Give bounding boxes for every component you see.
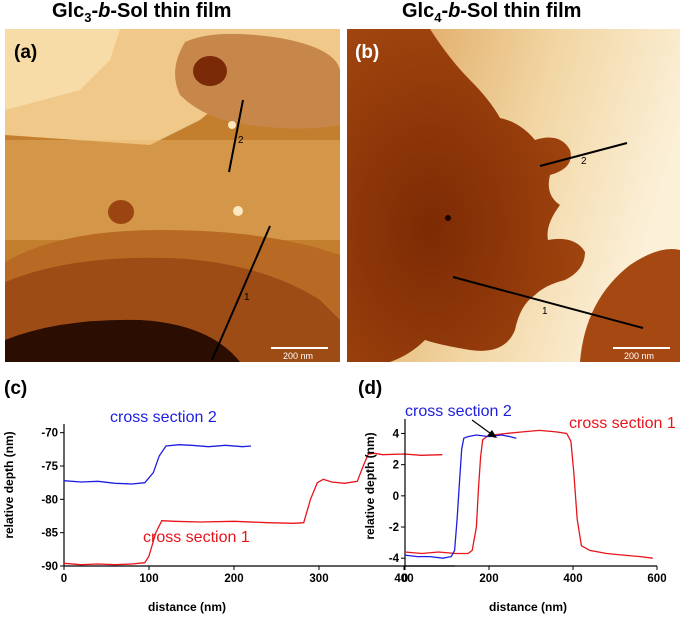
chart-c-ylabel: relative depth (nm)	[2, 431, 16, 538]
afm-a-line-label-2: 2	[238, 135, 244, 146]
afm-a-cross-section-line-2	[228, 99, 244, 173]
chart-d-y-tick-label: 0	[393, 491, 399, 503]
afm-b-line-label-2: 2	[581, 156, 587, 167]
chart-d-xlabel: distance (nm)	[489, 600, 567, 614]
chart-d-series-line-2	[404, 434, 517, 559]
afm-a-hole	[193, 56, 227, 86]
panel-letter-b: (b)	[355, 42, 379, 63]
chart-d-series-line-1	[404, 429, 653, 559]
chart-c-y-tick-label: -80	[41, 494, 58, 506]
afm-b-corner-domain	[580, 249, 680, 362]
afm-a-mid-terrace	[5, 140, 340, 240]
chart-c-axes: 0 100 200 300 400-70-75-80-85-90	[41, 424, 455, 585]
afm-a-scalebar-label: 200 nm	[283, 351, 313, 361]
afm-a-particle	[233, 206, 243, 216]
afm-a-deep-pit	[5, 319, 240, 362]
afm-a-pit	[108, 200, 134, 224]
chart-d-series	[404, 429, 653, 559]
panel-letter-a: (a)	[14, 42, 37, 63]
chart-c-series-line-1	[63, 452, 443, 566]
chart-d-series-label-1: cross section 1	[569, 415, 676, 432]
chart-c-x-tick-label: 0	[61, 573, 67, 585]
chart-c-xlabel: distance (nm)	[148, 600, 226, 614]
afm-b-dark-region	[347, 29, 585, 362]
chart-c-x-tick-label: 300	[309, 573, 328, 585]
afm-a-top-left-plateau	[5, 29, 120, 110]
chart-c-series-label-2: cross section 2	[110, 409, 217, 426]
chart-d-ylabel: relative depth (nm)	[363, 432, 377, 539]
chart-c-series-label-1: cross section 1	[143, 529, 250, 546]
chart-d-x-tick-label: 600	[647, 573, 666, 585]
chart-c-x-tick-label: 200	[224, 573, 243, 585]
afm-b-scalebar-label: 200 nm	[624, 351, 654, 361]
chart-d-y-tick-label: 4	[393, 428, 400, 440]
afm-a-particle	[228, 121, 236, 129]
figure-title-a: Glc3-b-Sol thin film	[52, 0, 232, 25]
chart-c: 0 100 200 300 400-70-75-80-85-90 relative de…	[2, 409, 455, 614]
chart-c-series	[63, 444, 443, 566]
chart-d-x-tick-label: 0	[402, 573, 408, 585]
chart-d-y-tick-label: -4	[389, 553, 400, 565]
afm-a-cross-section-line-1	[211, 225, 271, 361]
chart-d-arrow-head	[487, 430, 497, 438]
chart-c-y-tick-label: -70	[41, 428, 58, 440]
chart-c-y-tick-label: -75	[41, 461, 58, 473]
afm-b-cross-section-line-1	[452, 276, 644, 329]
chart-d-y-tick-label: 2	[393, 460, 399, 472]
afm-image-a: 2 1 200 nm (a)	[5, 29, 340, 362]
panel-letter-c: (c)	[4, 378, 27, 399]
afm-b-cross-section-line-2	[539, 142, 628, 167]
chart-d-axes: 0 200 400 600 4 2 0 -2 -4	[389, 419, 667, 585]
afm-b-dot	[445, 215, 451, 221]
chart-d-x-tick-label: 400	[563, 573, 582, 585]
afm-a-line-label-1: 1	[244, 292, 250, 303]
chart-c-y-tick-label: -90	[41, 561, 58, 573]
figure-title-b: Glc4-b-Sol thin film	[402, 0, 582, 25]
chart-d: 0 200 400 600 4 2 0 -2 -4 relative depth (nm) di…	[363, 403, 676, 614]
chart-c-x-tick-label: 100	[139, 573, 158, 585]
afm-b-line-label-1: 1	[542, 306, 548, 317]
chart-d-series-label-2: cross section 2	[405, 403, 512, 420]
chart-c-y-tick-label: -85	[41, 528, 58, 540]
chart-d-x-tick-label: 200	[479, 573, 498, 585]
panel-letter-d: (d)	[358, 378, 382, 399]
chart-c-x-tick-label: 400	[394, 573, 413, 585]
chart-c-series-line-2	[63, 444, 252, 485]
chart-d-y-tick-label: -2	[389, 522, 399, 534]
afm-image-b: 2 1 200 nm (b)	[347, 29, 680, 362]
